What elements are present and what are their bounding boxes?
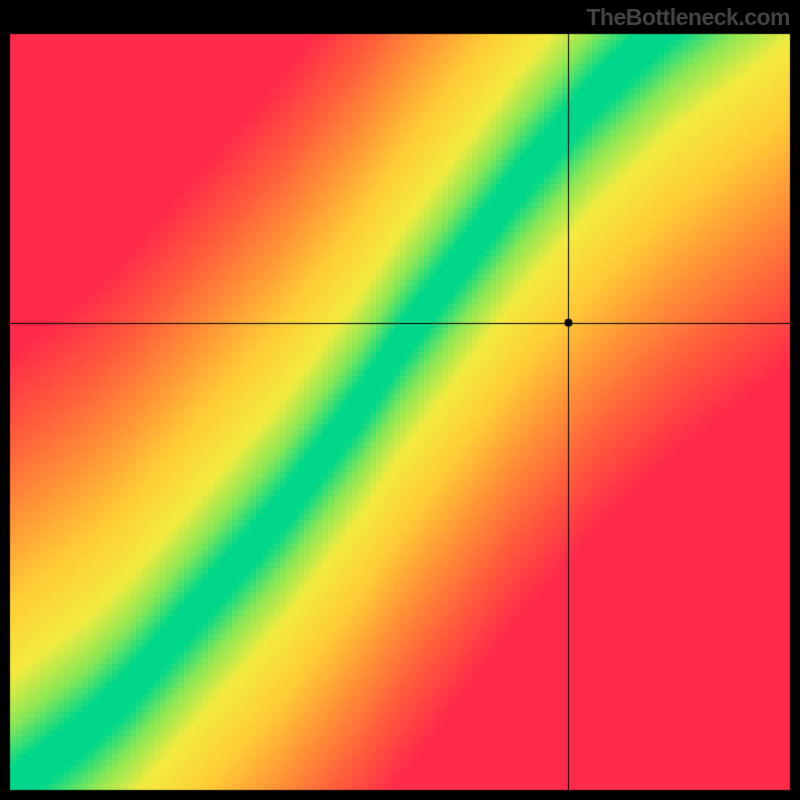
bottleneck-heatmap [0,0,800,800]
chart-container: TheBottleneck.com [0,0,800,800]
watermark-text: TheBottleneck.com [586,4,790,31]
